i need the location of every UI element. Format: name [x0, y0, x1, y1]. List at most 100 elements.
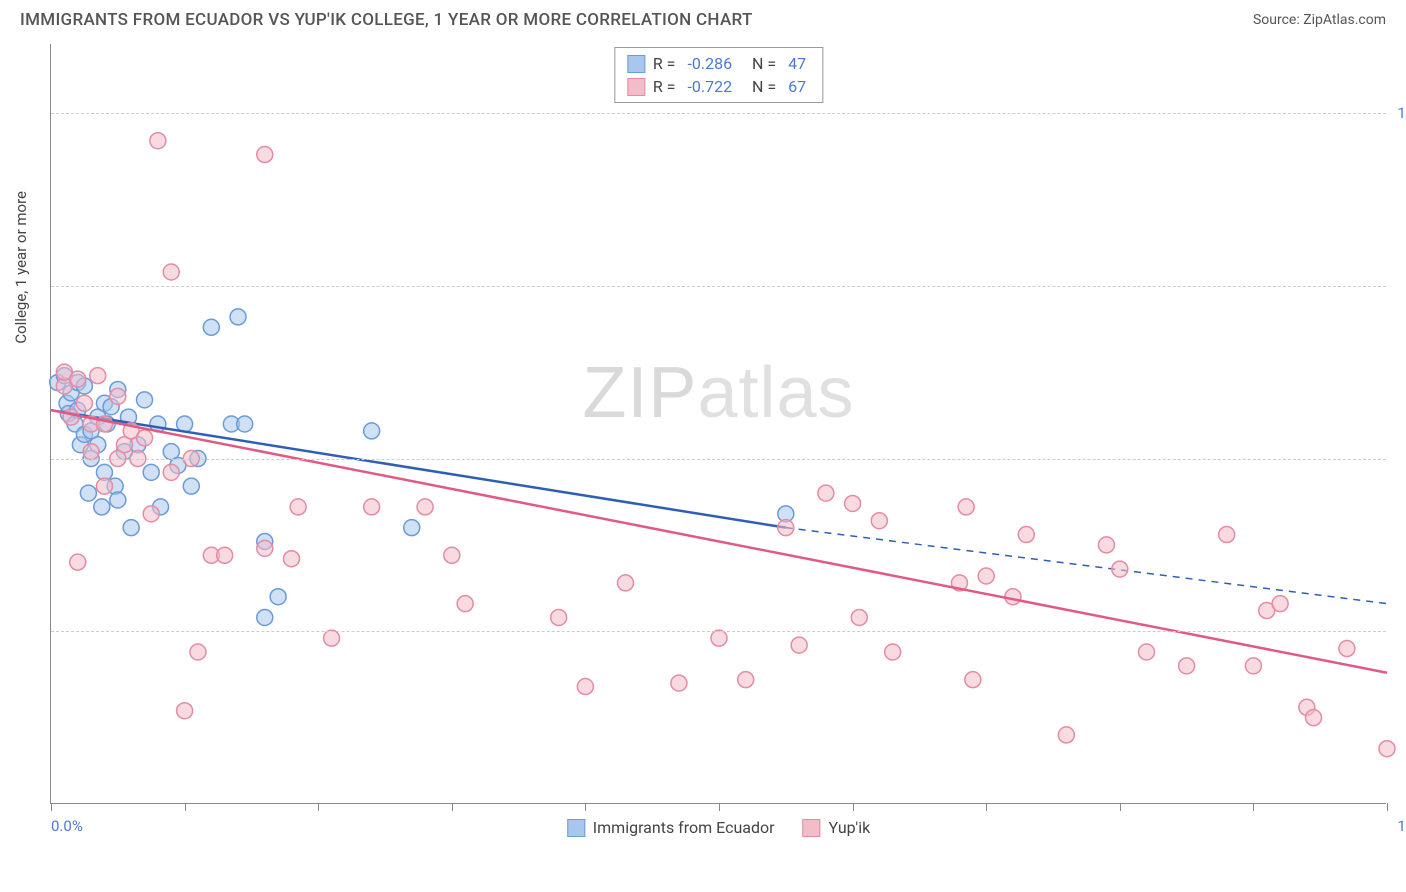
gridline	[51, 113, 1386, 114]
correlation-legend-row: R = -0.286 N = 47	[627, 52, 810, 75]
r-value: -0.722	[687, 77, 732, 96]
legend-swatch	[627, 78, 645, 96]
data-point	[190, 644, 206, 660]
data-point	[177, 703, 193, 719]
data-point	[110, 492, 126, 508]
y-tick-label: 75.0%	[1391, 277, 1406, 295]
data-point	[1112, 561, 1128, 577]
chart-header: IMMIGRANTS FROM ECUADOR VS YUP'IK COLLEG…	[0, 0, 1406, 34]
correlation-legend: R = -0.286 N = 47 R = -0.722 N = 67	[614, 47, 823, 103]
data-point	[791, 637, 807, 653]
series-legend-label: Yup'ik	[829, 818, 871, 837]
x-tick	[1120, 803, 1121, 811]
data-point	[617, 575, 633, 591]
data-point	[150, 133, 166, 149]
data-point	[290, 499, 306, 515]
data-point	[94, 499, 110, 515]
x-tick	[853, 803, 854, 811]
data-point	[137, 430, 153, 446]
x-axis-max-label: 100.0%	[1397, 817, 1406, 835]
data-point	[551, 609, 567, 625]
y-tick-label: 50.0%	[1391, 450, 1406, 468]
data-point	[163, 464, 179, 480]
series-legend-item: Immigrants from Ecuador	[567, 818, 775, 837]
data-point	[143, 464, 159, 480]
x-tick	[318, 803, 319, 811]
n-value: 47	[788, 54, 806, 73]
data-point	[1179, 658, 1195, 674]
legend-swatch	[627, 55, 645, 73]
data-point	[70, 371, 86, 387]
data-point	[110, 388, 126, 404]
series-legend-item: Yup'ik	[803, 818, 871, 837]
gridline	[51, 286, 1386, 287]
plot-svg	[51, 44, 1386, 803]
data-point	[123, 520, 139, 536]
series-legend: Immigrants from Ecuador Yup'ik	[567, 818, 870, 837]
data-point	[1339, 641, 1355, 657]
data-point	[671, 675, 687, 691]
y-axis-title: College, 1 year or more	[12, 191, 30, 344]
data-point	[457, 596, 473, 612]
n-label: N =	[744, 54, 776, 73]
data-point	[203, 319, 219, 335]
legend-swatch	[567, 819, 585, 837]
x-tick	[185, 803, 186, 811]
chart-title: IMMIGRANTS FROM ECUADOR VS YUP'IK COLLEG…	[20, 10, 753, 30]
data-point	[885, 644, 901, 660]
data-point	[958, 499, 974, 515]
data-point	[404, 520, 420, 536]
data-point	[163, 264, 179, 280]
data-point	[183, 478, 199, 494]
y-tick-label: 100.0%	[1391, 104, 1406, 122]
x-tick	[1387, 803, 1388, 811]
data-point	[444, 547, 460, 563]
data-point	[871, 513, 887, 529]
data-point	[1018, 527, 1034, 543]
series-legend-label: Immigrants from Ecuador	[593, 818, 775, 837]
x-tick	[719, 803, 720, 811]
data-point	[230, 309, 246, 325]
data-point	[137, 392, 153, 408]
data-point	[1379, 741, 1395, 757]
r-value: -0.286	[687, 54, 732, 73]
data-point	[1219, 527, 1235, 543]
legend-swatch	[803, 819, 821, 837]
data-point	[324, 630, 340, 646]
r-label: R =	[653, 77, 676, 96]
data-point	[96, 478, 112, 494]
data-point	[90, 368, 106, 384]
data-point	[364, 499, 380, 515]
data-point	[845, 495, 861, 511]
data-point	[1245, 658, 1261, 674]
data-point	[978, 568, 994, 584]
data-point	[965, 672, 981, 688]
data-point	[80, 485, 96, 501]
data-point	[711, 630, 727, 646]
data-point	[778, 520, 794, 536]
data-point	[70, 554, 86, 570]
data-point	[63, 409, 79, 425]
data-point	[1272, 596, 1288, 612]
gridline	[51, 459, 1386, 460]
data-point	[257, 147, 273, 163]
data-point	[76, 395, 92, 411]
data-point	[237, 416, 253, 432]
data-point	[1058, 727, 1074, 743]
data-point	[283, 551, 299, 567]
data-point	[738, 672, 754, 688]
data-point	[217, 547, 233, 563]
gridline	[51, 631, 1386, 632]
data-point	[143, 506, 159, 522]
y-tick-label: 25.0%	[1391, 622, 1406, 640]
data-point	[818, 485, 834, 501]
x-tick	[1253, 803, 1254, 811]
data-point	[1098, 537, 1114, 553]
n-value: 67	[788, 77, 806, 96]
data-point	[417, 499, 433, 515]
x-tick	[585, 803, 586, 811]
regression-line-extrapolated	[786, 528, 1387, 604]
x-tick	[51, 803, 52, 811]
n-label: N =	[744, 77, 776, 96]
data-point	[270, 589, 286, 605]
